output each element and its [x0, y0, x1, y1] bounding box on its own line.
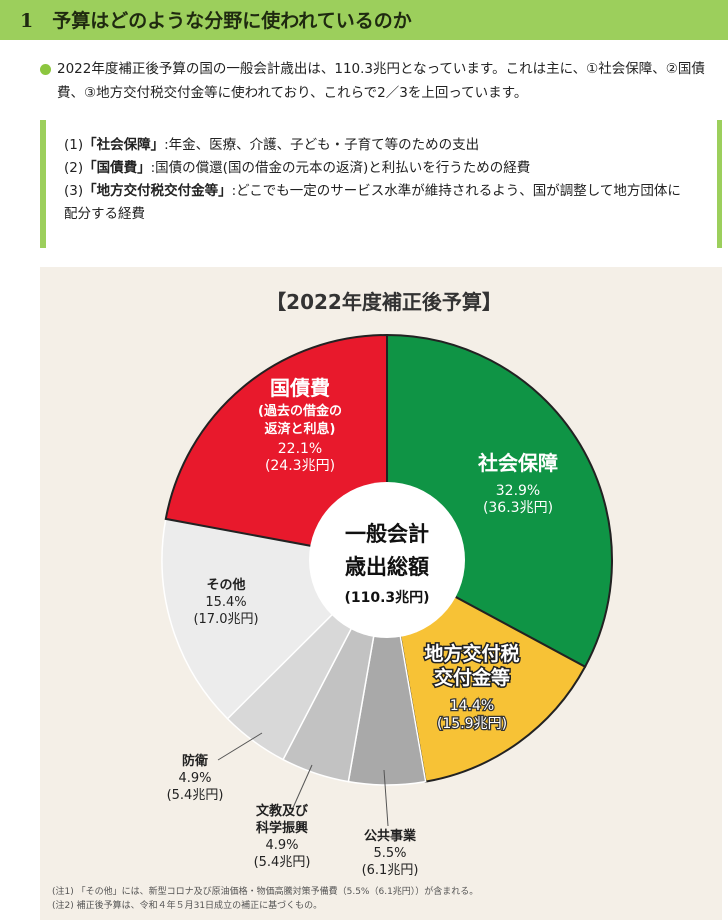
slice-label: 地方交付税交付金等 14.4% (15.9兆円) — [423, 641, 521, 734]
slice-label: その他 15.4% (17.0兆円) — [193, 577, 258, 627]
slice-name: 交付金等 — [434, 666, 510, 689]
chart-note-1: (注1) 「その他」には、新型コロナ及び原油価格・物価高騰対策予備費（5.5%（… — [52, 885, 478, 897]
chart-title: 【2022年度補正後予算】 — [266, 290, 502, 314]
definition-desc: :年金、医療、介護、子ども・子育て等のための支出 — [164, 137, 480, 153]
definition-item: (1)「社会保障」:年金、医療、介護、子ども・子育て等のための支出 — [64, 134, 694, 157]
bullet-dot-icon — [40, 64, 51, 75]
definition-term: 「地方交付税交付金等」 — [83, 183, 232, 199]
section-header: 1 予算はどのような分野に使われているのか — [0, 0, 728, 40]
slice-name: 公共事業 — [364, 828, 417, 844]
slice-amount: (5.4兆円) — [254, 855, 311, 870]
slice-name: 文教及び — [256, 803, 309, 819]
slice-amount: (5.4兆円) — [167, 788, 224, 803]
center-label-line2: 歳出総額 — [345, 555, 429, 579]
slice-name: 防衛 — [182, 753, 208, 769]
slice-name: その他 — [206, 577, 245, 593]
slice-amount: (36.3兆円) — [483, 500, 553, 516]
slice-percent: 15.4% — [205, 595, 246, 610]
slice-percent: 32.9% — [496, 483, 540, 499]
definition-item: (3)「地方交付税交付金等」:どこでも一定のサービス水準が維持されるよう、国が調… — [64, 180, 694, 226]
definition-item: (2)「国債費」:国債の償還(国の借金の元本の返済)と利払いを行うための経費 — [64, 157, 694, 180]
slice-subtitle: (過去の借金の — [258, 403, 342, 419]
box-right-border — [717, 120, 722, 248]
slice-label: 公共事業 5.5% (6.1兆円) — [362, 828, 419, 878]
intro-text: 2022年度補正後予算の国の一般会計歳出は、110.3兆円となっています。これは… — [57, 61, 705, 101]
section-title: 1 予算はどのような分野に使われているのか — [20, 10, 412, 32]
slice-name: 国債費 — [270, 376, 330, 400]
definition-num: (3) — [64, 183, 84, 199]
slice-name: 科学振興 — [256, 820, 308, 836]
box-left-border — [40, 120, 46, 248]
slice-amount: (17.0兆円) — [193, 612, 258, 627]
slice-amount: (15.9兆円) — [437, 716, 507, 732]
slice-name: 地方交付税 — [424, 642, 519, 665]
intro-paragraph: 2022年度補正後予算の国の一般会計歳出は、110.3兆円となっています。これは… — [40, 57, 714, 105]
slice-percent: 4.9% — [265, 838, 298, 853]
center-label-line1: 一般会計 — [345, 522, 429, 546]
slice-subtitle: 返済と利息) — [265, 421, 336, 437]
definition-desc: :国債の償還(国の借金の元本の返済)と利払いを行うための経費 — [150, 160, 531, 176]
definition-num: (1) — [64, 137, 84, 153]
definition-term: 「社会保障」 — [83, 137, 165, 153]
center-label-line3: (110.3兆円) — [344, 590, 429, 606]
slice-percent: 4.9% — [178, 771, 211, 786]
slice-amount: (6.1兆円) — [362, 863, 419, 878]
definitions-box: (1)「社会保障」:年金、医療、介護、子ども・子育て等のための支出 (2)「国債… — [40, 120, 722, 248]
slice-amount: (24.3兆円) — [265, 458, 335, 474]
leader-line — [217, 732, 263, 761]
slice-percent: 5.5% — [373, 846, 406, 861]
definition-desc: :どこでも一定のサービス水準が維持されるよう、国が調整して地方団体に配分する経費 — [64, 183, 681, 222]
definitions-list: (1)「社会保障」:年金、医療、介護、子ども・子育て等のための支出 (2)「国債… — [64, 134, 694, 226]
pie-slice — [164, 333, 388, 562]
chart-note-2: (注2) 補正後予算は、令和４年５月31日成立の補正に基づくもの。 — [52, 899, 322, 911]
leader-line — [383, 769, 389, 827]
leader-line — [291, 764, 313, 811]
slice-label: 防衛 4.9% (5.4兆円) — [167, 753, 224, 803]
slice-label: 社会保障 32.9%(36.3兆円) — [477, 451, 558, 516]
definition-term: 「国債費」 — [83, 160, 151, 176]
slice-percent: 14.4% — [450, 698, 494, 714]
definition-num: (2) — [64, 160, 84, 176]
center-hole — [309, 482, 465, 638]
slice-percent: 22.1% — [278, 441, 322, 457]
slice-name: 社会保障 — [477, 451, 558, 475]
